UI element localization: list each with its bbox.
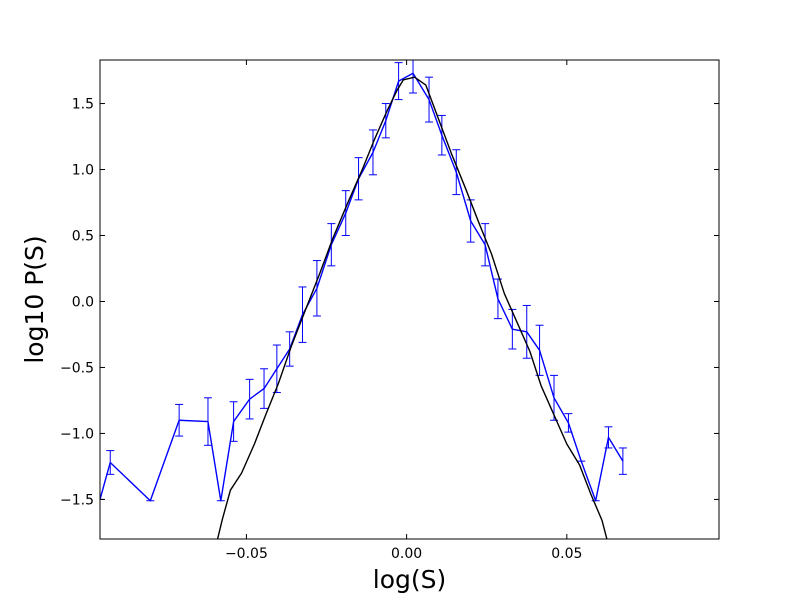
y-axis-title: log10 P(S) xyxy=(20,235,49,363)
y-tick-label: 1.5 xyxy=(72,97,94,113)
series-1 xyxy=(216,76,608,539)
y-tick-label: −0.5 xyxy=(60,360,94,376)
x-axis-title: log(S) xyxy=(373,565,447,594)
x-tick-label: −0.05 xyxy=(225,546,268,562)
x-tick-label: 0.00 xyxy=(391,546,422,562)
y-tick-label: 0.0 xyxy=(72,294,94,310)
plot-frame xyxy=(99,59,720,540)
x-tick-label: 0.05 xyxy=(551,546,582,562)
y-tick-label: −1.0 xyxy=(60,426,94,442)
y-tick-label: −1.5 xyxy=(60,492,94,508)
y-tick-label: 0.5 xyxy=(72,229,94,245)
ticks-layer: −0.05 0.00 0.05 −1.5 −1.0 −0.5 0.0 0.5 1.0 1.5 xyxy=(60,60,719,562)
series-0 xyxy=(100,60,627,502)
series-layer xyxy=(100,60,627,539)
y-tick-label: 1.0 xyxy=(72,163,94,179)
series-line xyxy=(216,76,608,539)
